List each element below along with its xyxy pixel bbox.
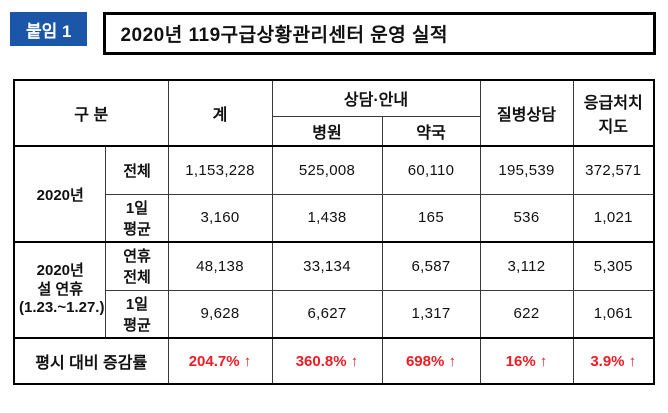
header-hospital: 병원 bbox=[271, 115, 383, 147]
group-label-holiday: 2020년 설 연휴 (1.23.~1.27.) bbox=[13, 241, 107, 339]
cell-holiday-overall-pharmacy: 6,587 bbox=[381, 241, 481, 291]
cell-2020-overall-hospital: 525,008 bbox=[271, 145, 383, 195]
attachment-badge: 붙임 1 bbox=[10, 12, 88, 46]
header-first-aid: 응급처치 지도 bbox=[572, 79, 655, 147]
cell-holiday-overall-disease: 3,112 bbox=[479, 241, 574, 291]
cell-2020-daily-total: 3,160 bbox=[167, 193, 273, 243]
sublabel-daily-avg: 1일 평균 bbox=[105, 193, 169, 243]
cell-holiday-overall-total: 48,138 bbox=[167, 241, 273, 291]
delta-hospital: 360.8% ↑ bbox=[271, 337, 383, 385]
table-row: 평시 대비 증감률 204.7% ↑ 360.8% ↑ 698% ↑ 16% ↑… bbox=[13, 337, 655, 385]
cell-holiday-daily-total: 9,628 bbox=[167, 289, 273, 339]
footer-label: 평시 대비 증감률 bbox=[13, 337, 169, 385]
cell-2020-overall-firstaid: 372,571 bbox=[572, 145, 655, 195]
cell-holiday-overall-firstaid: 5,305 bbox=[572, 241, 655, 291]
cell-2020-overall-disease: 195,539 bbox=[479, 145, 574, 195]
stats-table: 구 분 계 상담·안내 질병상담 응급처치 지도 병원 약국 2020년 전체 … bbox=[12, 79, 655, 385]
cell-holiday-daily-pharmacy: 1,317 bbox=[381, 289, 481, 339]
cell-2020-overall-total: 1,153,228 bbox=[167, 145, 273, 195]
cell-2020-daily-pharmacy: 165 bbox=[381, 193, 481, 243]
cell-2020-daily-disease: 536 bbox=[479, 193, 574, 243]
header-disease-consult: 질병상담 bbox=[479, 79, 574, 147]
sublabel-holiday-overall: 연휴 전체 bbox=[105, 241, 169, 291]
header-consult-guide: 상담·안내 bbox=[271, 79, 481, 117]
table-row: 1일 평균 9,628 6,627 1,317 622 1,061 bbox=[14, 289, 655, 339]
cell-2020-daily-hospital: 1,438 bbox=[271, 193, 383, 243]
table-row: 2020년 설 연휴 (1.23.~1.27.) 연휴 전체 48,138 33… bbox=[13, 241, 655, 339]
sublabel-overall: 전체 bbox=[105, 145, 169, 195]
sublabel-holiday-daily-avg: 1일 평균 bbox=[105, 289, 169, 339]
delta-firstaid: 3.9% ↑ bbox=[572, 337, 655, 385]
cell-holiday-daily-firstaid: 1,061 bbox=[572, 289, 655, 339]
header-total: 계 bbox=[167, 79, 273, 147]
cell-holiday-overall-hospital: 33,134 bbox=[271, 241, 383, 291]
delta-disease: 16% ↑ bbox=[479, 337, 574, 385]
document-header: 붙임 1 2020년 119구급상황관리센터 운영 실적 bbox=[10, 12, 656, 55]
cell-holiday-daily-disease: 622 bbox=[479, 289, 574, 339]
header-pharmacy: 약국 bbox=[381, 115, 481, 147]
table-row: 2020년 전체 1,153,228 525,008 60,110 195,53… bbox=[13, 145, 655, 243]
cell-2020-overall-pharmacy: 60,110 bbox=[381, 145, 481, 195]
delta-total: 204.7% ↑ bbox=[167, 337, 273, 385]
delta-pharmacy: 698% ↑ bbox=[381, 337, 481, 385]
header-category: 구 분 bbox=[13, 79, 169, 147]
table-row: 1일 평균 3,160 1,438 165 536 1,021 bbox=[14, 193, 655, 243]
cell-2020-daily-firstaid: 1,021 bbox=[572, 193, 655, 243]
page-title: 2020년 119구급상황관리센터 운영 실적 bbox=[103, 12, 656, 55]
cell-holiday-daily-hospital: 6,627 bbox=[271, 289, 383, 339]
group-label-2020: 2020년 bbox=[13, 145, 107, 243]
